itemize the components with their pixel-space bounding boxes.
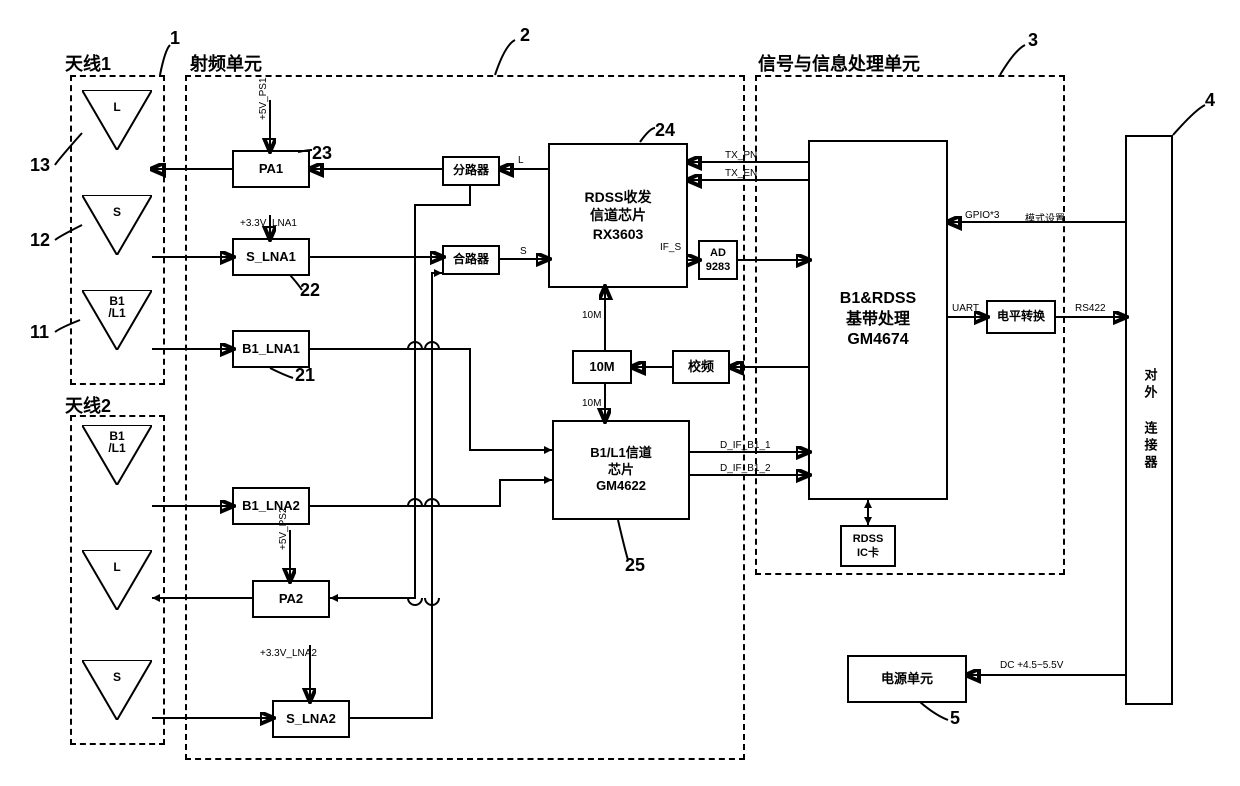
lbl-10m-a: 10M bbox=[582, 310, 601, 321]
lbl-5v-ps1: +5V_PS1 bbox=[258, 77, 269, 120]
tenM-box: 10M bbox=[572, 350, 632, 384]
callout-24: 24 bbox=[655, 120, 675, 141]
lbl-uart: UART bbox=[952, 303, 979, 314]
lbl-10m-b: 10M bbox=[582, 398, 601, 409]
calib-box: 校频 bbox=[672, 350, 730, 384]
ad-box: AD 9283 bbox=[698, 240, 738, 280]
rdss-chip-box: RDSS收发 信道芯片 RX3603 bbox=[548, 143, 688, 288]
lbl-difb11: D_IF_B1_1 bbox=[720, 440, 771, 451]
lbl-gpio: GPIO*3 bbox=[965, 210, 999, 221]
combiner-box: 合路器 bbox=[442, 245, 500, 275]
lbl-txpn: TX_PN bbox=[725, 150, 757, 161]
splitter-box: 分路器 bbox=[442, 156, 500, 186]
callout-11: 11 bbox=[30, 322, 49, 343]
antenna-S-1 bbox=[82, 195, 152, 255]
antenna-L-1-label: L bbox=[92, 100, 142, 114]
callout-3: 3 bbox=[1028, 30, 1038, 51]
antenna-S-2 bbox=[82, 660, 152, 720]
callout-4: 4 bbox=[1205, 90, 1215, 111]
iccard-box: RDSS IC卡 bbox=[840, 525, 896, 567]
b1lna2-box: B1_LNA2 bbox=[232, 487, 310, 525]
antenna2-label: 天线2 bbox=[65, 392, 111, 418]
callout-22: 22 bbox=[300, 280, 320, 301]
callout-25: 25 bbox=[625, 555, 645, 576]
antenna-S-2-label: S bbox=[92, 670, 142, 684]
lbl-difb12: D_IF_B1_2 bbox=[720, 463, 771, 474]
lbl-33-lna1: +3.3V_LNA1 bbox=[240, 218, 297, 229]
b1l1-chip-box: B1/L1信道 芯片 GM4622 bbox=[552, 420, 690, 520]
lbl-L-split: L bbox=[518, 155, 524, 166]
diagram-canvas: 天线1 天线2 射频单元 信号与信息处理单元 1 2 3 4 5 11 12 1… bbox=[0, 0, 1240, 786]
lbl-rs422: RS422 bbox=[1075, 303, 1106, 314]
antenna-L-2-label: L bbox=[92, 560, 142, 574]
callout-5: 5 bbox=[950, 708, 960, 729]
slna2-box: S_LNA2 bbox=[272, 700, 350, 738]
lbl-S-comb: S bbox=[520, 246, 527, 257]
antenna1-label: 天线1 bbox=[65, 50, 111, 76]
callout-23: 23 bbox=[312, 143, 332, 164]
slna1-box: S_LNA1 bbox=[232, 238, 310, 276]
lbl-dc: DC +4.5~5.5V bbox=[1000, 660, 1063, 671]
sig-unit-label: 信号与信息处理单元 bbox=[758, 50, 920, 76]
level-box: 电平转换 bbox=[986, 300, 1056, 334]
antenna-L-2 bbox=[82, 550, 152, 610]
antenna-L-1 bbox=[82, 90, 152, 150]
lbl-5v-ps2: +5V_PS2 bbox=[278, 507, 289, 550]
connector-box: 对外 连接器 bbox=[1125, 135, 1173, 705]
power-box: 电源单元 bbox=[847, 655, 967, 703]
antenna-B1L1-1-label: B1/L1 bbox=[92, 295, 142, 319]
callout-1: 1 bbox=[170, 28, 180, 49]
callout-2: 2 bbox=[520, 25, 530, 46]
lbl-txen: TX_EN bbox=[725, 168, 757, 179]
callout-12: 12 bbox=[30, 230, 50, 251]
connector-label: 对外 连接器 bbox=[1141, 368, 1158, 472]
rf-unit-label: 射频单元 bbox=[190, 50, 262, 76]
lbl-33-lna2: +3.3V_LNA2 bbox=[260, 648, 317, 659]
callout-13: 13 bbox=[30, 155, 50, 176]
pa2-box: PA2 bbox=[252, 580, 330, 618]
b1lna1-box: B1_LNA1 bbox=[232, 330, 310, 368]
antenna-S-1-label: S bbox=[92, 205, 142, 219]
antenna-B1L1-2-label: B1/L1 bbox=[92, 430, 142, 454]
lbl-mode: 模式设置 bbox=[1025, 210, 1065, 225]
callout-21: 21 bbox=[295, 365, 315, 386]
lbl-ifs: IF_S bbox=[660, 242, 681, 253]
baseband-box: B1&RDSS 基带处理 GM4674 bbox=[808, 140, 948, 500]
pa1-box: PA1 bbox=[232, 150, 310, 188]
